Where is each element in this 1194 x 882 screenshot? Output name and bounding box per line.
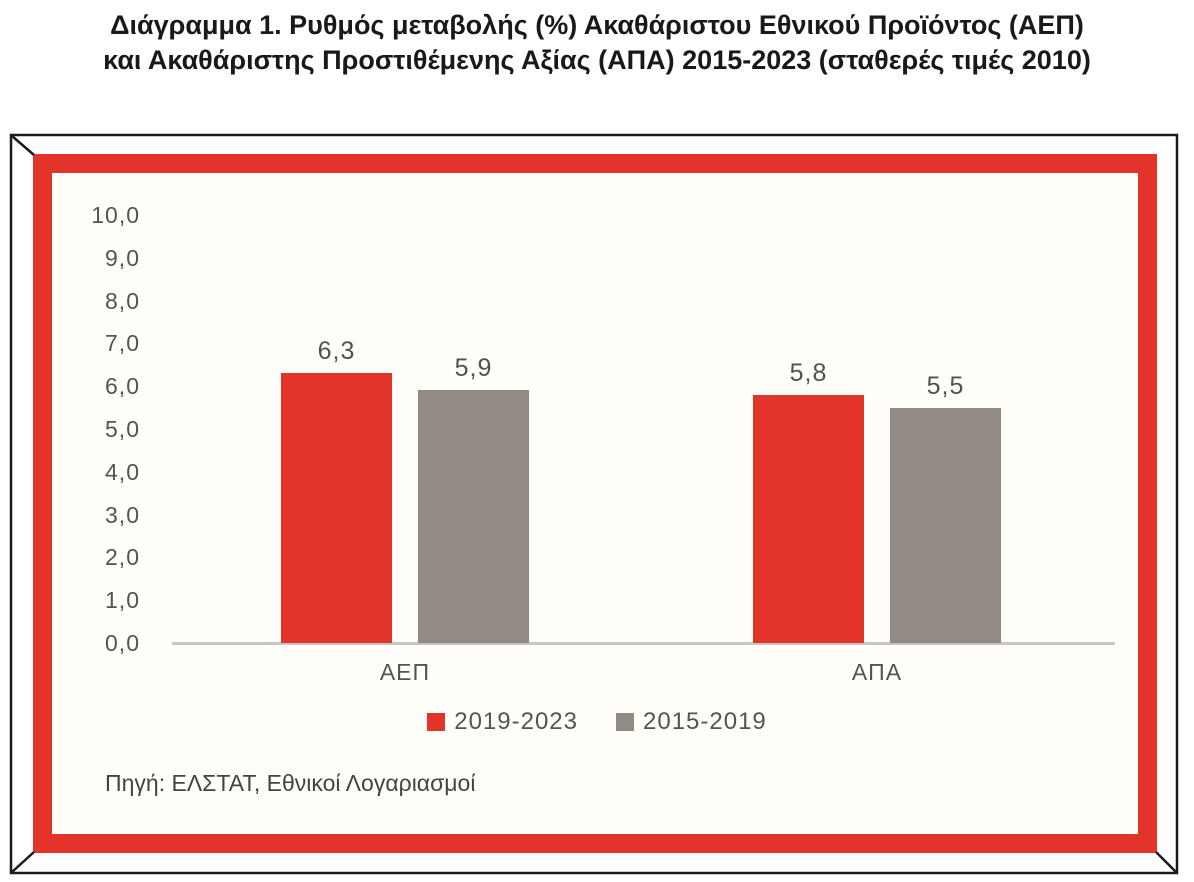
legend-item: 2015-2019: [616, 708, 767, 736]
y-axis-tick-label: 6,0: [105, 373, 140, 400]
page-title-line1: Διάγραμμα 1. Ρυθμός μεταβολής (%) Ακαθάρ…: [110, 10, 1084, 40]
legend-label: 2019-2023: [454, 708, 578, 735]
y-axis-tick-label: 1,0: [105, 587, 140, 614]
y-axis-tick-label: 4,0: [105, 458, 140, 485]
frame-red-border: [33, 154, 1157, 853]
y-axis-tick-label: 0,0: [105, 630, 140, 656]
bar-value-label: 5,9: [454, 354, 493, 383]
y-axis-tick-label: 8,0: [105, 287, 140, 314]
legend: 2019-2023 2015-2019: [0, 708, 1194, 736]
y-axis-tick-label: 9,0: [105, 244, 140, 271]
page-title: Διάγραμμα 1. Ρυθμός μεταβολής (%) Ακαθάρ…: [0, 8, 1194, 78]
x-axis-line: [172, 642, 1115, 645]
page-title-line2: και Ακαθάριστης Προστιθέμενης Αξίας (ΑΠΑ…: [103, 45, 1091, 75]
frame-mitre-bottom-right: [1155, 851, 1177, 873]
y-axis-tick-label: 2,0: [105, 544, 140, 571]
bar-value-label: 5,5: [926, 371, 965, 400]
legend-swatch: [427, 713, 446, 731]
x-axis-label: ΑΕΠ: [379, 659, 431, 685]
legend-label: 2015-2019: [643, 708, 767, 735]
source-note: Πηγή: ΕΛΣΤΑΤ, Εθνικοί Λογαριασμοί: [105, 770, 476, 796]
y-axis-tick-label: 3,0: [105, 501, 140, 528]
frame-mitre-bottom-left: [11, 851, 35, 873]
y-axis-tick-label: 7,0: [105, 330, 140, 357]
bar: [281, 373, 392, 643]
frame-outline: [9, 133, 1179, 875]
y-axis-tick-label: 10,0: [91, 202, 140, 228]
bar-value-label: 5,8: [789, 358, 828, 387]
x-axis-label: ΑΠΑ: [851, 659, 903, 685]
bar: [890, 407, 1001, 643]
bar: [418, 390, 529, 643]
frame-mitre-top-left: [11, 135, 35, 156]
bar-value-label: 6,3: [317, 337, 356, 366]
bar: [753, 394, 864, 643]
legend-item: 2019-2023: [427, 708, 578, 736]
y-axis-tick-label: 5,0: [105, 416, 140, 442]
legend-swatch: [616, 713, 634, 731]
